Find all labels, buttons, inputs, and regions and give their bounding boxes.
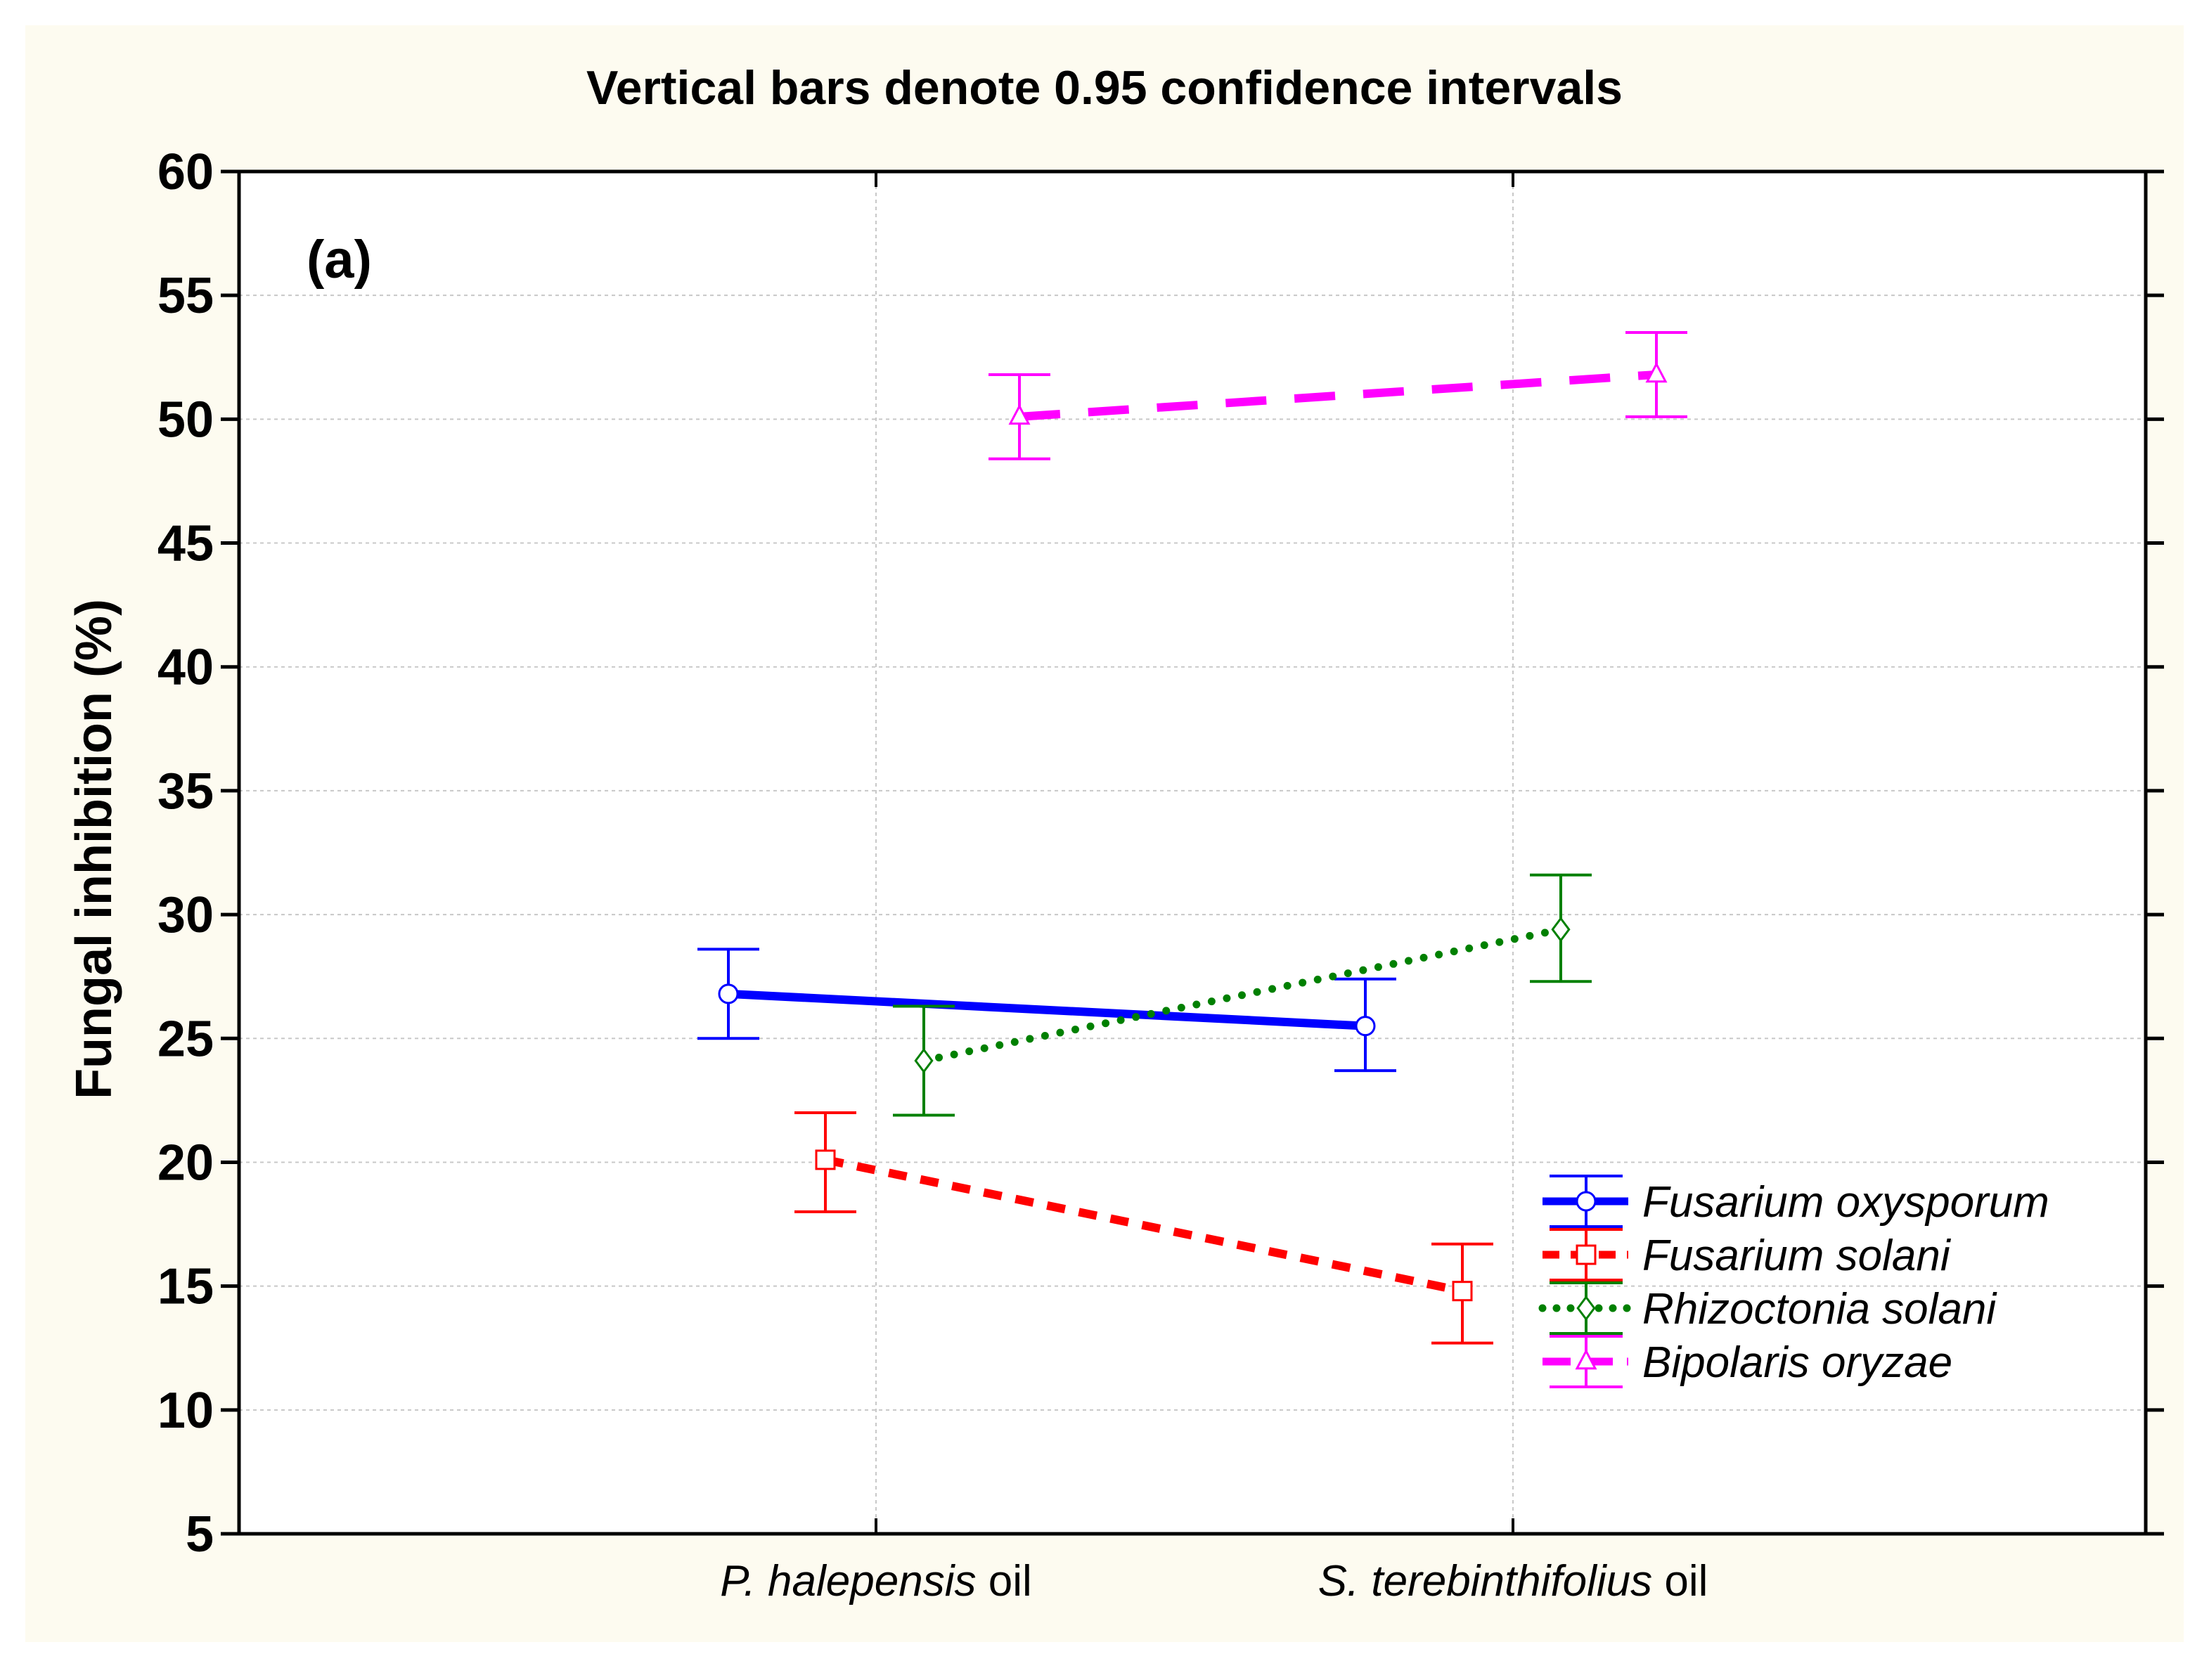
- series-rhizoctonia-solani: [893, 873, 1592, 1117]
- legend-marker: [1576, 1244, 1597, 1265]
- series-line: [728, 989, 1366, 1030]
- y-tick-label: 20: [157, 1135, 214, 1191]
- y-axis-ticks: 5 10 15 20 25 30 35 40 45 50 55 60: [157, 144, 2164, 1563]
- x-category-label: P. halepensis oil: [720, 1557, 1032, 1605]
- series-layer: [697, 331, 1687, 1345]
- y-tick-label: 5: [186, 1506, 214, 1563]
- series-fusarium-oxysporum: [697, 948, 1396, 1073]
- legend-label: Rhizoctonia solani: [1642, 1285, 1997, 1333]
- y-tick-label: 40: [157, 640, 214, 696]
- series-bipolaris-oryzae: [988, 331, 1687, 460]
- legend-marker: [1575, 1348, 1597, 1370]
- data-point: [1452, 1281, 1473, 1302]
- y-tick-label: 60: [157, 144, 214, 200]
- data-point: [1008, 403, 1031, 425]
- chart-title: Vertical bars denote 0.95 confidence int…: [586, 61, 1623, 115]
- x-category-name: S. terebinthifolius: [1318, 1557, 1653, 1605]
- data-point: [1551, 917, 1571, 943]
- data-point: [1355, 1016, 1376, 1037]
- series-line: [920, 925, 1565, 1065]
- series-line: [1019, 370, 1657, 421]
- legend-marker: [1576, 1295, 1596, 1322]
- legend-label: Bipolaris oryzae: [1642, 1338, 1952, 1387]
- legend-entry: Fusarium solani: [1543, 1228, 1952, 1281]
- data-point: [815, 1149, 836, 1170]
- legend-label: Fusarium solani: [1642, 1232, 1952, 1280]
- y-tick-label: 50: [157, 392, 214, 448]
- y-tick-label: 25: [157, 1011, 214, 1067]
- x-category-suffix: oil: [1652, 1557, 1708, 1605]
- y-tick-label: 45: [157, 516, 214, 572]
- legend-label: Fusarium oxysporum: [1642, 1178, 2049, 1227]
- x-category-label: S. terebinthifolius oil: [1318, 1557, 1708, 1605]
- grid-lines: [239, 172, 2146, 1534]
- legend-marker: [1576, 1191, 1597, 1212]
- plot-border: [237, 169, 2148, 1536]
- x-axis-ticks: P. halepensis oil S. terebinthifolius oil: [720, 172, 1708, 1605]
- y-tick-label: 55: [157, 268, 214, 324]
- legend: Fusarium oxysporum Fusarium solani Rhizoct…: [1538, 1175, 2049, 1388]
- series-line: [824, 1156, 1464, 1295]
- data-point: [914, 1047, 934, 1074]
- y-tick-label: 15: [157, 1259, 214, 1315]
- y-tick-label: 10: [157, 1383, 214, 1439]
- x-category-suffix: oil: [976, 1557, 1031, 1605]
- plot-area: [239, 172, 2146, 1534]
- y-tick-label: 30: [157, 887, 214, 943]
- panel-label: (a): [307, 230, 372, 290]
- legend-entry: Fusarium oxysporum: [1543, 1175, 2049, 1228]
- legend-entry: Rhizoctonia solani: [1538, 1281, 1997, 1335]
- series-fusarium-solani: [794, 1111, 1493, 1345]
- legend-entry: Bipolaris oryzae: [1543, 1335, 1952, 1388]
- x-category-name: P. halepensis: [720, 1557, 976, 1605]
- y-tick-label: 35: [157, 763, 214, 820]
- y-axis-label: Fungal inhibition (%): [66, 599, 122, 1099]
- data-point: [718, 983, 739, 1004]
- data-point: [1645, 361, 1668, 383]
